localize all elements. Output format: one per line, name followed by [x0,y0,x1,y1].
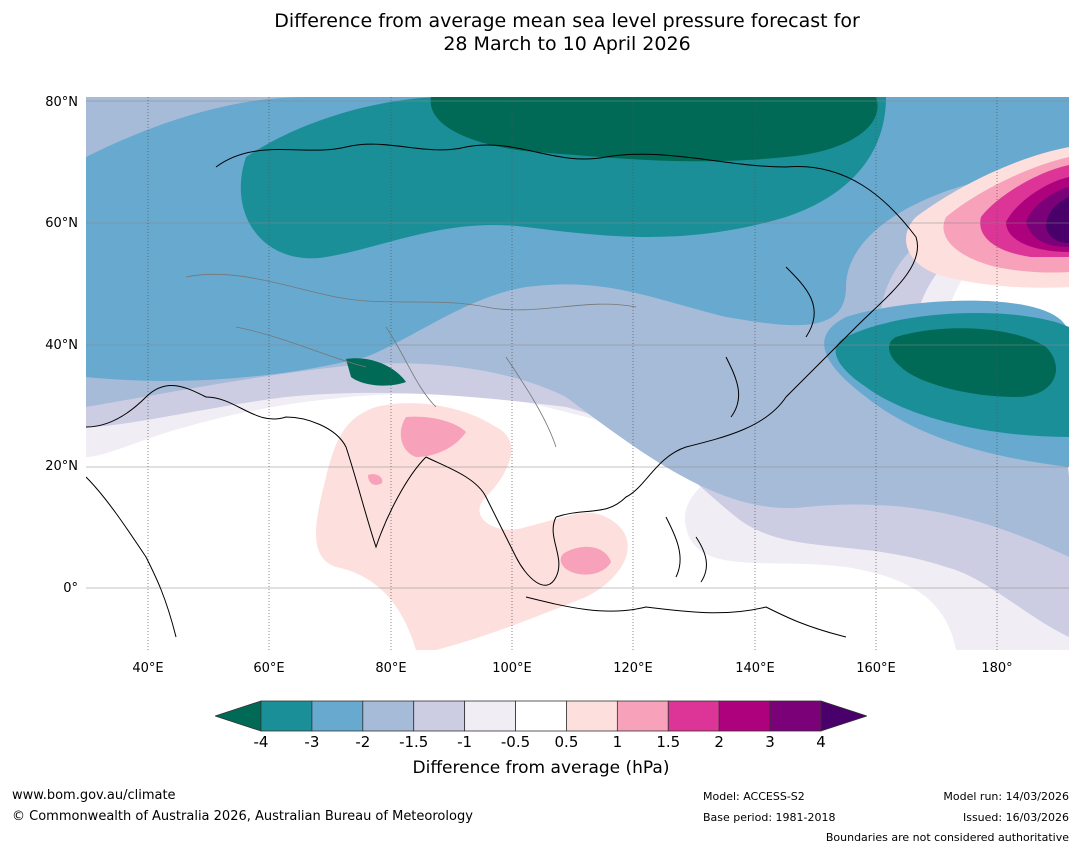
colorbar-box [515,700,567,732]
colorbar-box [260,700,313,732]
colorbar-tick-label: -1.5 [399,733,429,751]
colorbar-tick-label: -4 [253,733,269,751]
lat-label-60n: 60°N [45,216,78,231]
colorbar-tick-label: 0.5 [554,733,579,751]
contour-pos-bay-bengal [400,416,466,457]
colorbar-box [718,700,771,732]
lon-label-180: 180° [981,661,1013,676]
colorbar-label: Difference from average (hPa) [412,758,670,778]
title-line-2: 28 March to 10 April 2026 [443,33,691,55]
coastlines [86,143,918,638]
colorbar-tick-label: 1.5 [656,733,681,751]
lat-label-20n: 20°N [45,459,78,474]
colorbar-box [311,700,364,732]
colorbar-tick-label: 3 [765,733,775,751]
footer-copyright: © Commonwealth of Australia 2026, Austra… [12,809,473,824]
colorbar-extend-low [215,700,262,732]
lat-label-0: 0° [63,581,78,596]
lon-label-40e: 40°E [132,661,164,676]
lon-label-120e: 120°E [613,661,653,676]
contour-neg-3 [240,97,1069,437]
colorbar-box [464,700,516,732]
chart-title: Difference from average mean sea level p… [0,10,1081,56]
graticule [86,100,1069,589]
map-svg [86,97,1069,650]
footer-base-period: Base period: 1981-2018 [703,811,836,824]
colorbar-tick-label: -3 [304,733,320,751]
borders [185,273,637,448]
colorbar-box [769,700,822,732]
footer-boundaries: Boundaries are not considered authoritat… [825,831,1069,844]
lon-label-160e: 160°E [856,661,896,676]
colorbar-tick-label: -1 [457,733,473,751]
lon-label-60e: 60°E [253,661,285,676]
pressure-anomaly-map [86,97,1069,650]
footer-website: www.bom.gov.au/climate [12,788,176,803]
colorbar-tick-label: -2 [355,733,371,751]
lat-label-80n: 80°N [45,95,78,110]
colorbar-box [413,700,466,732]
lon-label-100e: 100°E [492,661,532,676]
colorbar-box [362,700,415,732]
footer-model: Model: ACCESS-S2 [703,790,805,803]
colorbar-tick-label: 2 [714,733,724,751]
colorbar-extend-high [820,700,867,732]
colorbar-box [667,700,720,732]
colorbar-tick-label: 4 [816,733,826,751]
title-line-1: Difference from average mean sea level p… [274,10,860,32]
lon-label-140e: 140°E [735,661,775,676]
colorbar-box [616,700,669,732]
colorbar-tick-label: -0.5 [500,733,531,751]
contour-pos-borneo [560,546,611,575]
footer-issued: Issued: 16/03/2026 [962,811,1069,824]
contour-neg-4 [346,97,1056,397]
colorbar-tick-label: 1 [612,733,623,751]
lon-label-80e: 80°E [375,661,407,676]
contour-pos-4 [1046,197,1069,243]
colorbar-box [566,700,618,732]
colorbar [215,700,867,732]
footer-model-run: Model run: 14/03/2026 [943,790,1069,803]
lat-label-40n: 40°N [45,338,78,353]
meridians [147,97,998,650]
contour-pos-small [368,474,383,485]
